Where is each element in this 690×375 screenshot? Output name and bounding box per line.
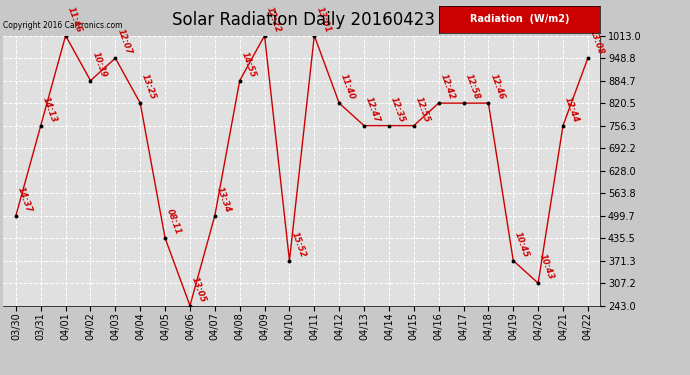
- Text: 14:13: 14:13: [41, 96, 59, 124]
- Point: [159, 235, 170, 241]
- Text: 12:44: 12:44: [563, 96, 581, 124]
- Point: [60, 33, 71, 39]
- Text: 08:11: 08:11: [165, 208, 183, 236]
- Text: 10:45: 10:45: [513, 231, 531, 259]
- Point: [35, 123, 46, 129]
- Text: 15:52: 15:52: [289, 231, 307, 259]
- Point: [85, 78, 96, 84]
- Point: [582, 55, 593, 61]
- Text: 14:55: 14:55: [239, 51, 257, 79]
- Point: [334, 100, 345, 106]
- Text: 13:08: 13:08: [588, 28, 606, 56]
- Text: 12:55: 12:55: [414, 96, 431, 124]
- Text: 12:58: 12:58: [464, 73, 481, 101]
- Point: [184, 303, 195, 309]
- Text: 12:42: 12:42: [439, 73, 456, 101]
- Point: [110, 55, 121, 61]
- Point: [284, 258, 295, 264]
- Text: 13:34: 13:34: [215, 186, 233, 214]
- Text: 14:37: 14:37: [16, 186, 34, 214]
- Text: 13:05: 13:05: [190, 276, 208, 304]
- Point: [309, 33, 320, 39]
- Text: 11:40: 11:40: [339, 73, 357, 101]
- Point: [533, 280, 544, 286]
- Point: [408, 123, 420, 129]
- Text: 12:22: 12:22: [264, 6, 282, 34]
- Text: 12:07: 12:07: [115, 28, 133, 56]
- Text: 10:43: 10:43: [538, 253, 555, 281]
- Point: [558, 123, 569, 129]
- Point: [234, 78, 245, 84]
- Point: [458, 100, 469, 106]
- Text: 13:01: 13:01: [315, 6, 332, 34]
- Text: 12:35: 12:35: [389, 96, 406, 124]
- Point: [209, 213, 220, 219]
- Point: [359, 123, 370, 129]
- Point: [384, 123, 395, 129]
- Text: 12:47: 12:47: [364, 96, 382, 124]
- Point: [433, 100, 444, 106]
- Point: [259, 33, 270, 39]
- Text: 12:46: 12:46: [489, 73, 506, 101]
- Point: [10, 213, 21, 219]
- Text: 11:46: 11:46: [66, 6, 83, 34]
- Text: 13:25: 13:25: [140, 73, 158, 101]
- Point: [508, 258, 519, 264]
- Point: [135, 100, 146, 106]
- Text: Solar Radiation Daily 20160423: Solar Radiation Daily 20160423: [172, 11, 435, 29]
- Point: [483, 100, 494, 106]
- Text: Copyright 2016 Cartronics.com: Copyright 2016 Cartronics.com: [3, 21, 123, 30]
- Text: 10:39: 10:39: [90, 51, 108, 79]
